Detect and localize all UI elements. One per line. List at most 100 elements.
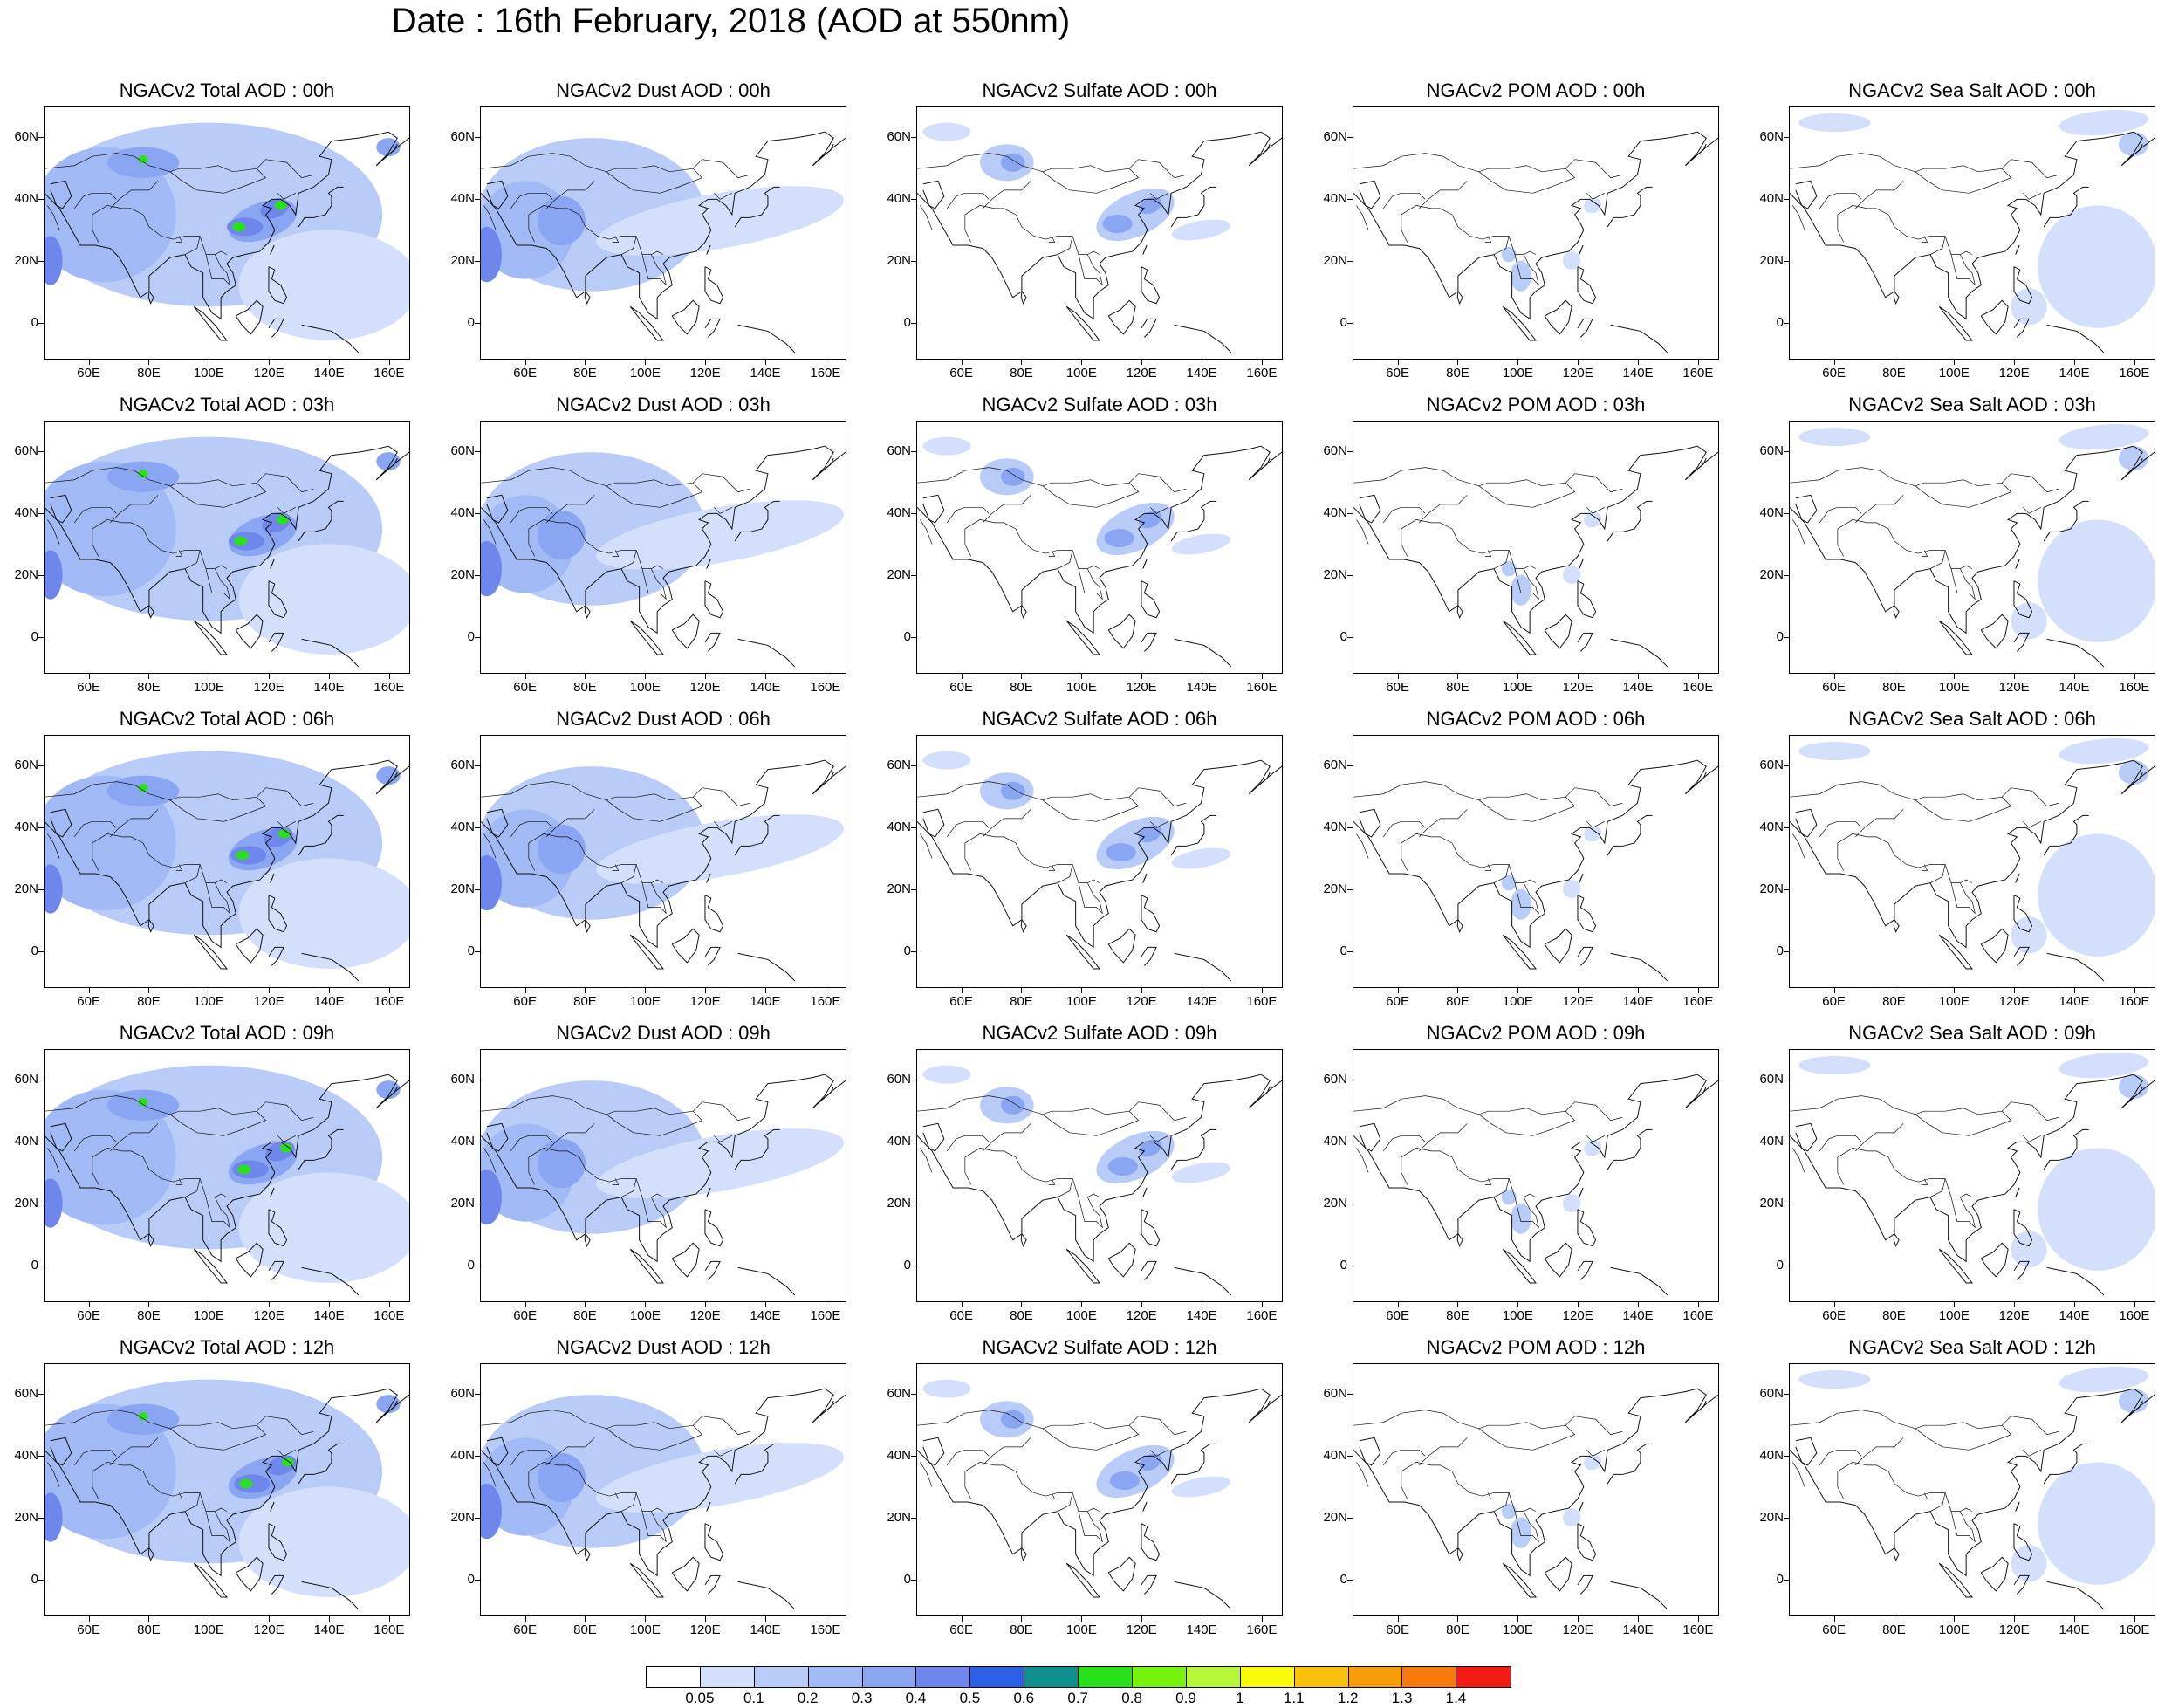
lat-tick-mark [38, 1394, 44, 1396]
coastline [1248, 1400, 1271, 1423]
lat-tick-mark [38, 513, 44, 515]
country-border [1959, 568, 1976, 600]
coastline [270, 1501, 275, 1512]
country-border [606, 168, 703, 194]
coastline [922, 808, 945, 838]
map-panel-seasalt: NGACv2 Sea Salt AOD : 00h 60N 40N 20N 0 60E 80… [1745, 79, 2158, 391]
country-border [169, 482, 267, 508]
aod-field [1790, 423, 2155, 668]
aod-plume [45, 550, 63, 600]
lat-tick-label: 0 [31, 628, 38, 644]
map-frame [480, 735, 846, 988]
aod-plume [1510, 260, 1531, 292]
country-border [546, 809, 595, 838]
coastline [1456, 605, 1463, 620]
coastline [1577, 946, 1593, 966]
panel-title: NGACv2 Sea Salt AOD : 03h [1848, 394, 2096, 415]
country-border [946, 1449, 990, 1466]
country-border [1493, 864, 1510, 883]
panel-title: NGACv2 Dust AOD : 09h [556, 1022, 771, 1044]
lat-tick-mark [1784, 888, 1789, 890]
country-border [1042, 796, 1140, 822]
aod-field [1790, 1052, 2155, 1296]
coastline [1684, 1086, 1707, 1109]
coastline [268, 1260, 284, 1280]
lon-tick-mark [88, 1302, 90, 1307]
lon-tick-mark [1397, 360, 1399, 365]
coastline [671, 1242, 700, 1278]
country-border [1086, 1197, 1103, 1228]
coastline [1248, 1086, 1271, 1109]
map-panel-sulfate: NGACv2 Sulfate AOD : 03h 60N 40N 20N 0 60E 80E… [873, 393, 1309, 705]
country-border [1837, 205, 1973, 255]
lat-tick-label: 60N [450, 129, 475, 145]
country-border [1484, 1492, 1492, 1499]
country-border [277, 193, 296, 200]
aod-plume [2118, 1074, 2149, 1100]
country-border [1353, 1095, 1623, 1122]
aod-plume [1562, 251, 1581, 271]
lat-tick-label: 60N [1759, 758, 1784, 773]
country-border [641, 1197, 667, 1228]
aod-plume [481, 1484, 502, 1540]
panel-title: NGACv2 Sulfate AOD : 12h [982, 1336, 1217, 1358]
aod-plume [164, 566, 224, 615]
map-frame [916, 1049, 1283, 1302]
aod-plume [2059, 423, 2148, 450]
country-border [713, 1450, 732, 1457]
aod-field [45, 436, 409, 668]
lon-tick-label: 60E [949, 366, 973, 381]
aod-field [1790, 737, 2155, 982]
lat-tick-mark [1347, 1394, 1353, 1396]
lat-tick-label: 0 [467, 1571, 475, 1587]
country-border [92, 205, 228, 255]
coastline [235, 614, 264, 649]
lon-tick-label: 160E [373, 366, 405, 381]
aod-plume [481, 855, 502, 911]
lon-tick-label: 60E [77, 1622, 100, 1637]
lat-tick-mark [911, 574, 916, 576]
country-border [1042, 168, 1140, 194]
lon-tick-label: 120E [253, 1308, 284, 1323]
lat-tick-label: 20N [450, 252, 475, 268]
coastline [1170, 500, 1216, 542]
lat-tick-label: 40N [14, 191, 38, 207]
country-border [483, 833, 497, 859]
country-border [214, 1197, 230, 1228]
lat-tick-label: 60N [1323, 1072, 1347, 1087]
country-border [1353, 153, 1623, 179]
aod-plume [1171, 847, 1231, 869]
map-panel-dust: NGACv2 Dust AOD : 00h 60N 40N 20N 0 60E 80E 100… [436, 79, 873, 391]
country-border [964, 519, 1100, 569]
country-border [650, 568, 667, 600]
aod-plume [1171, 533, 1231, 555]
aod-field [917, 122, 1282, 353]
lat-tick-mark [1347, 765, 1353, 767]
lon-tick-label: 100E [193, 1308, 224, 1323]
coastline [1544, 299, 1572, 335]
coastline [737, 952, 796, 982]
coastline [2015, 244, 2020, 255]
lon-tick-mark [1954, 1302, 1956, 1307]
aod-plume [922, 751, 971, 770]
lat-tick-mark [475, 636, 480, 638]
map-frame [1789, 106, 2155, 360]
aod-plume [45, 864, 63, 914]
lat-tick-label: 0 [903, 1571, 911, 1587]
lat-tick-mark [475, 322, 480, 324]
aod-plume [2038, 205, 2155, 328]
country-border [1586, 1450, 1605, 1457]
lon-tick-mark [329, 360, 331, 365]
aod-plume [2059, 737, 2148, 765]
lon-tick-mark [705, 988, 707, 993]
coastline [1353, 759, 1718, 949]
lat-tick-label: 20N [14, 1509, 38, 1525]
coastline [1359, 1437, 1381, 1466]
aod-field [45, 1065, 409, 1296]
aod-plume [481, 541, 502, 597]
coastline [706, 559, 711, 569]
colorbar-swatch [1079, 1667, 1134, 1687]
lat-tick-mark [475, 1394, 480, 1396]
aod-field [481, 131, 846, 353]
country-border [110, 1437, 159, 1466]
